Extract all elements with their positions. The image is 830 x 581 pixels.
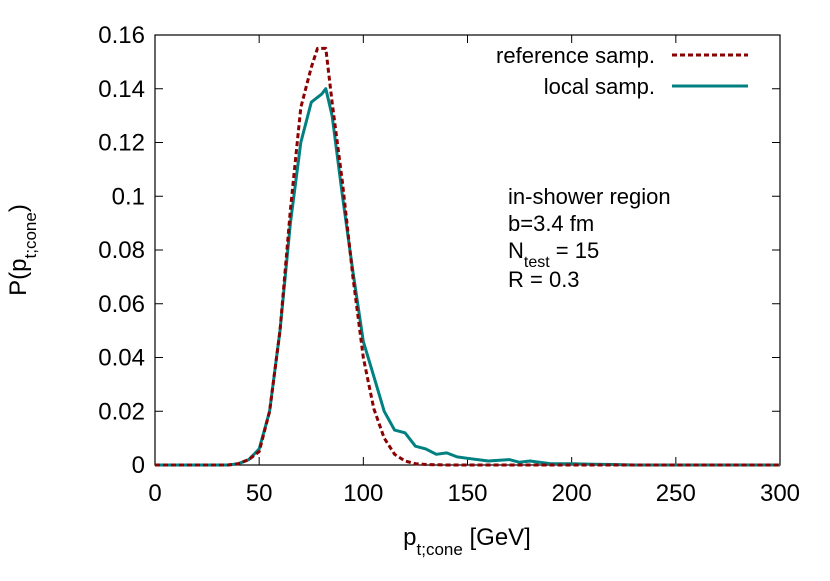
x-axis-label-tail: [GeV]	[463, 524, 531, 551]
annotation-region: in-shower region	[508, 184, 671, 209]
series-layer	[155, 46, 780, 467]
plot-frame	[154, 34, 781, 466]
legend: reference samp. local samp.	[496, 43, 748, 99]
tick-labels: 0 50 100 150 200 250 300 0 0.02 0.04 0.06 0.08 0.1 0.…	[98, 22, 800, 507]
y-tick-label: 0.06	[98, 291, 145, 318]
annotation-block: in-shower region b=3.4 fm Ntest = 15 R =…	[508, 184, 671, 292]
y-tick-label: 0.12	[98, 130, 145, 157]
x-tick-label: 50	[246, 480, 273, 507]
annotation-ntest-tail: = 15	[550, 238, 600, 263]
x-axis-label: pt;cone [GeV]	[403, 524, 531, 559]
x-axis-label-base: p	[403, 524, 416, 551]
y-tick-label: 0.08	[98, 237, 145, 264]
y-tick-label: 0	[132, 452, 145, 479]
y-tick-label: 0.16	[98, 22, 145, 49]
annotation-ntest: Ntest = 15	[508, 238, 599, 271]
y-tick-label: 0.14	[98, 76, 145, 103]
annotation-ntest-sub: test	[524, 254, 550, 271]
x-tick-label: 250	[656, 480, 696, 507]
y-tick-label: 0.1	[112, 183, 145, 210]
x-tick-label: 300	[760, 480, 800, 507]
y-axis-label: P(pt;cone)	[5, 204, 40, 296]
x-tick-label: 100	[343, 480, 383, 507]
legend-label-local: local samp.	[544, 74, 655, 99]
legend-label-reference: reference samp.	[496, 43, 655, 68]
x-tick-label: 200	[552, 480, 592, 507]
series-line-local	[155, 87, 780, 467]
x-axis-label-sub: t;cone	[417, 540, 463, 559]
y-tick-label: 0.04	[98, 345, 145, 372]
y-axis-label-base: P(p	[5, 258, 32, 295]
annotation-radius: R = 0.3	[508, 267, 580, 292]
series-line-reference	[155, 46, 780, 467]
y-axis-label-tail: )	[5, 204, 32, 212]
ticks	[154, 34, 781, 466]
y-tick-label: 0.02	[98, 398, 145, 425]
y-axis-label-sub: t;cone	[21, 212, 40, 258]
annotation-ntest-base: N	[508, 238, 524, 263]
annotation-impact: b=3.4 fm	[508, 211, 594, 236]
x-tick-label: 150	[447, 480, 487, 507]
x-tick-label: 0	[148, 480, 161, 507]
